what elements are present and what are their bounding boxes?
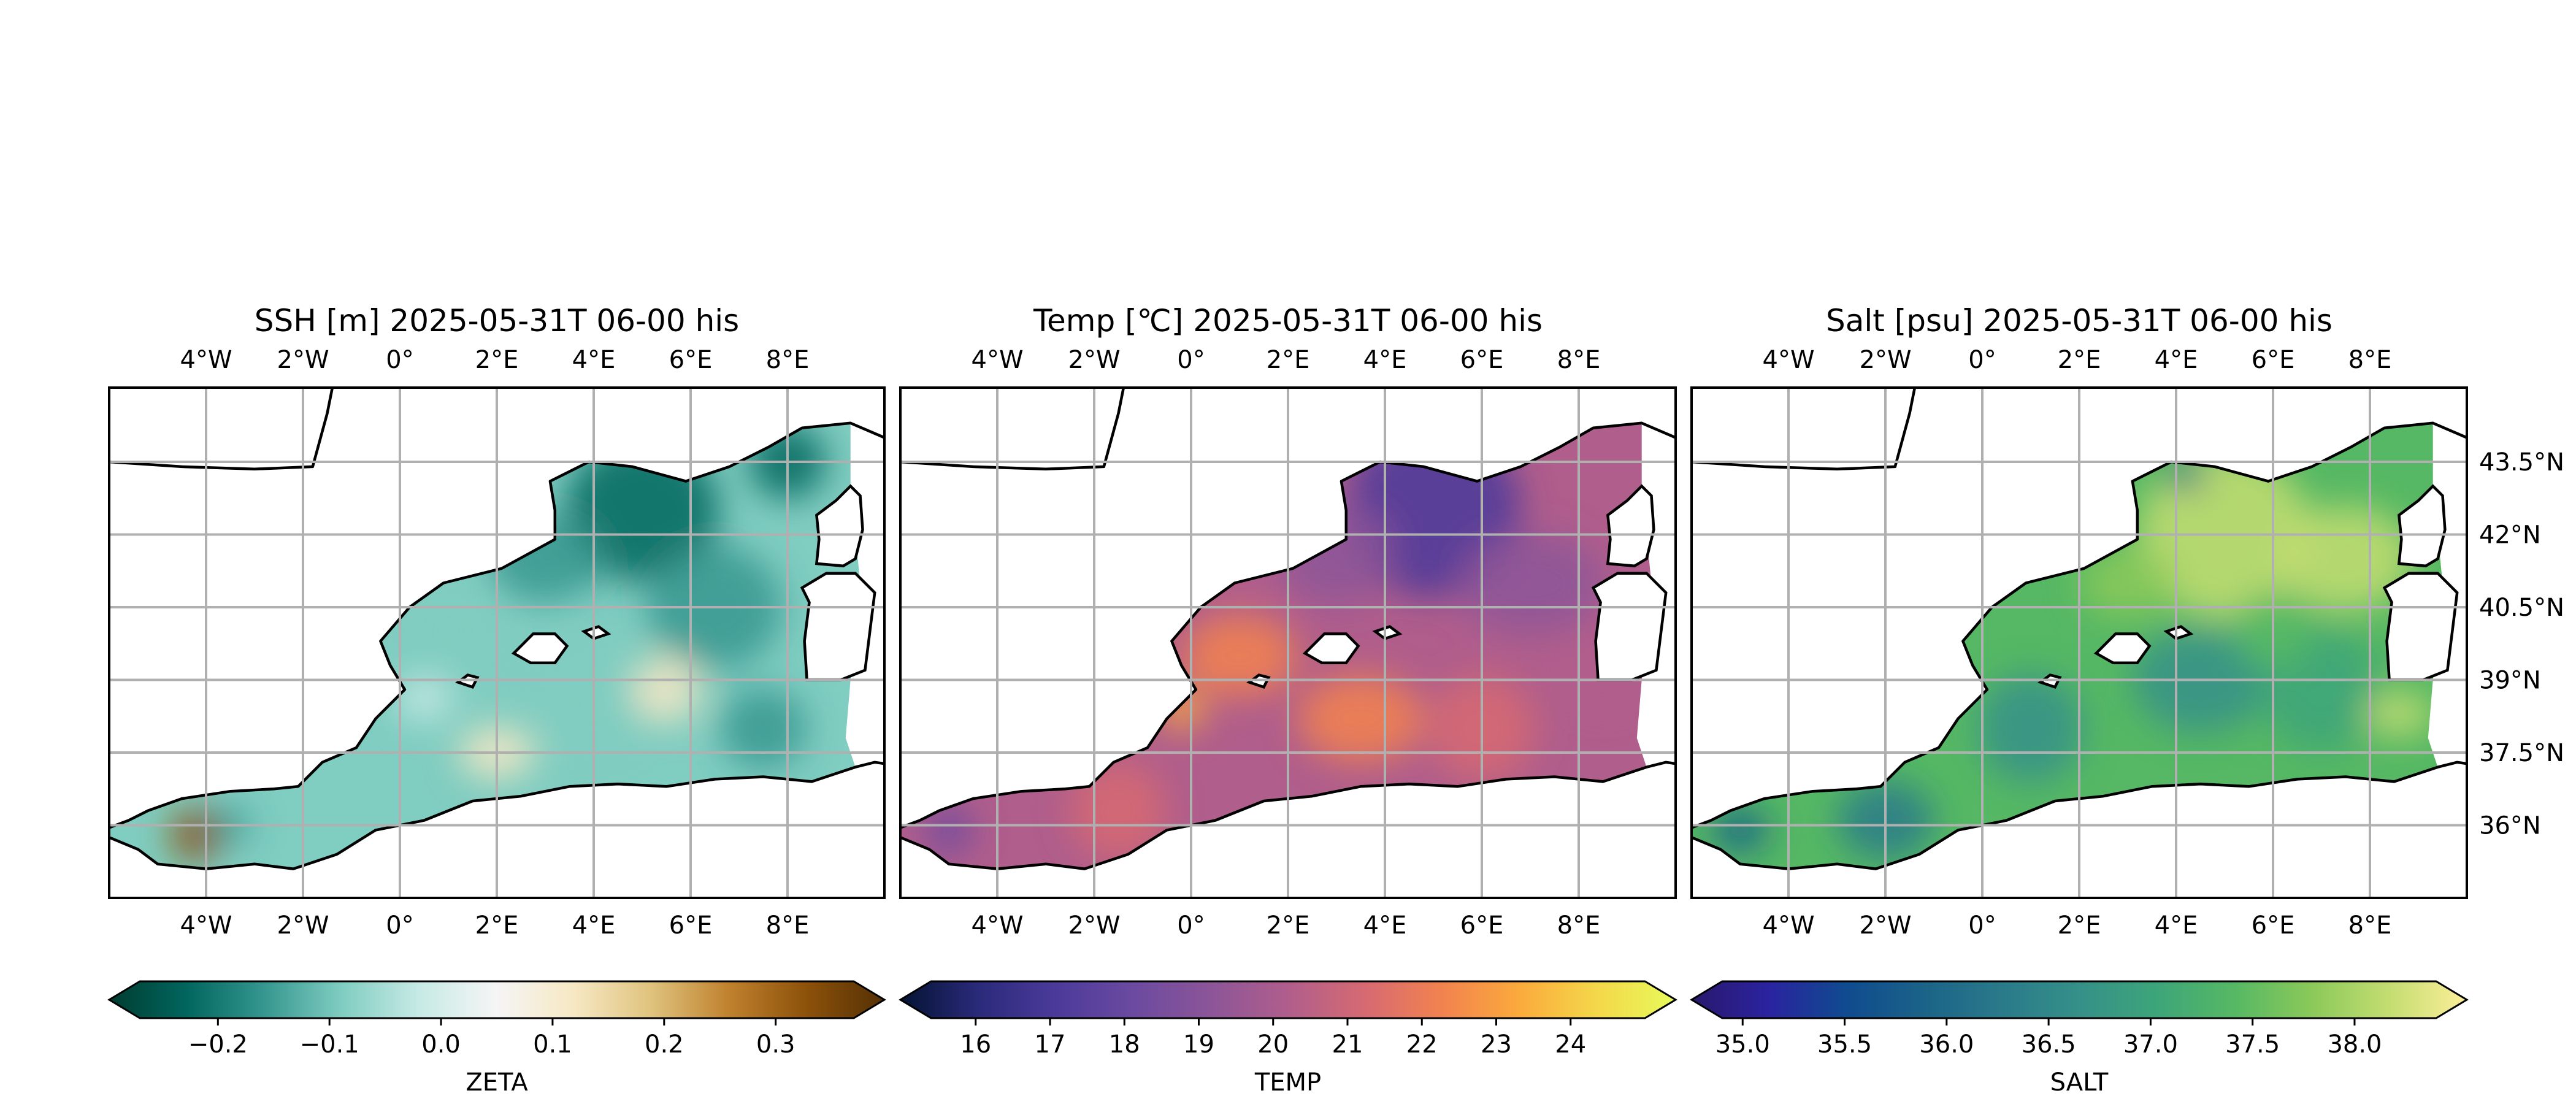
panel-title: SSH [m] 2025-05-31T 06-00 his [255,303,739,339]
colorbar-tick-label: 19 [1183,1030,1214,1059]
lon-tick-label-bottom: 6°E [669,911,713,940]
gridlines [900,388,1676,898]
lon-tick-label-top: 0° [386,346,413,374]
map-frame [899,386,1677,899]
lon-tick-label-bottom: 4°W [972,911,1024,940]
colorbar-tick-label: 0.1 [533,1030,572,1059]
lon-tick-label-top: 4°W [972,346,1024,374]
lon-tick-label-bottom: 2°E [475,911,519,940]
map-panel-salt: Salt [psu] 2025-05-31T 06-00 his 4°W 4°W 2°… [1690,303,2564,1097]
lat-tick-label: 40.5°N [2479,594,2564,622]
lon-tick-label-bottom: 0° [386,911,413,940]
colorbar-tick-label: 17 [1035,1030,1066,1059]
colorbar-tick-label: 20 [1257,1030,1289,1059]
colorbar-tick-label: 36.5 [2022,1030,2076,1059]
lat-tick-label: 39°N [2479,667,2541,695]
lat-tick-label: 37.5°N [2479,739,2564,767]
lon-tick-label-bottom: 2°W [1068,911,1121,940]
lon-tick-label-bottom: 0° [1177,911,1205,940]
lon-tick-label-top: 4°W [180,346,232,374]
colorbar-tick-label: 22 [1406,1030,1438,1059]
colorbar-tick-label: 24 [1555,1030,1586,1059]
map-frame [1690,386,2468,899]
colorbar: 35.0 35.5 36.0 36.5 37.0 37.5 38.0 SALT [1690,980,2469,1097]
panel-title: Temp [℃] 2025-05-31T 06-00 his [1033,303,1543,339]
lon-tick-label-top: 6°E [669,346,713,374]
colorbar: 16 17 18 19 20 21 22 23 24 TEMP [899,980,1677,1097]
lon-tick-label-bottom: 4°E [572,911,616,940]
lon-tick-label-top: 2°E [475,346,519,374]
lon-tick-label-top: 0° [1968,346,1996,374]
lon-tick-label-bottom: 2°E [1267,911,1310,940]
colorbar-tick-label: 0.3 [756,1030,795,1059]
lon-tick-label-bottom: 6°E [2252,911,2295,940]
gridlines [1692,388,2467,898]
colorbar-label: ZETA [466,1068,528,1097]
colorbar-tick-label: 37.0 [2123,1030,2178,1059]
lon-tick-label-top: 2°E [1267,346,1310,374]
lon-tick-label-top: 8°E [2348,346,2392,374]
colorbar: −0.2 −0.1 0.0 0.1 0.2 0.3 ZETA [107,980,886,1097]
lon-tick-label-top: 2°W [277,346,329,374]
lon-tick-label-top: 4°E [1363,346,1407,374]
colorbar-tick-label: 23 [1481,1030,1512,1059]
lon-tick-label-top: 4°E [2155,346,2198,374]
lon-tick-label-top: 2°W [1068,346,1121,374]
colorbar-label: SALT [2050,1068,2109,1097]
colorbar-tick-label: 16 [960,1030,991,1059]
colorbar-tick-label: 0.2 [645,1030,684,1059]
colorbar-label: TEMP [1254,1068,1321,1097]
lon-tick-label-bottom: 8°E [766,911,810,940]
map-panel-zeta: SSH [m] 2025-05-31T 06-00 his 4°W 4°W 2°W 2°… [107,303,886,1097]
lat-tick-label: 36°N [2479,812,2541,840]
colorbar-tick-label: 36.0 [1919,1030,1974,1059]
lon-tick-label-bottom: 8°E [1557,911,1601,940]
lon-tick-label-top: 2°E [2058,346,2101,374]
colorbar-tick-label: 35.5 [1817,1030,1872,1059]
lon-tick-label-bottom: 4°E [2155,911,2198,940]
colorbar-tick-label: 37.5 [2225,1030,2280,1059]
colorbar-tick-label: −0.1 [300,1030,359,1059]
colorbar-tick-label: 21 [1332,1030,1363,1059]
lon-tick-label-top: 8°E [1557,346,1601,374]
lon-tick-label-bottom: 4°W [180,911,232,940]
lon-tick-label-top: 8°E [766,346,810,374]
lon-tick-label-top: 0° [1177,346,1205,374]
lon-tick-label-bottom: 8°E [2348,911,2392,940]
lon-tick-label-bottom: 2°W [1860,911,1912,940]
lat-tick-label: 43.5°N [2479,448,2564,477]
colorbar-tick-label: 35.0 [1715,1030,1770,1059]
colorbar-tick-label: 38.0 [2327,1030,2382,1059]
lon-tick-label-top: 6°E [2252,346,2295,374]
coastline [109,388,884,870]
lon-tick-label-bottom: 2°E [2058,911,2101,940]
lon-tick-label-top: 2°W [1860,346,1912,374]
lon-tick-label-bottom: 2°W [277,911,329,940]
lon-tick-label-top: 4°W [1763,346,1815,374]
lon-tick-label-bottom: 6°E [1460,911,1504,940]
lon-tick-label-top: 6°E [1460,346,1504,374]
lon-tick-label-top: 4°E [572,346,616,374]
lat-tick-label: 42°N [2479,521,2541,550]
colorbar-tick-label: −0.2 [188,1030,248,1059]
colorbar-tick-label: 0.0 [421,1030,461,1059]
lon-tick-label-bottom: 4°W [1763,911,1815,940]
colorbar-tick-label: 18 [1109,1030,1140,1059]
map-frame [108,386,886,899]
lon-tick-label-bottom: 4°E [1363,911,1407,940]
panel-title: Salt [psu] 2025-05-31T 06-00 his [1826,303,2333,339]
gridlines [109,388,884,898]
lon-tick-label-bottom: 0° [1968,911,1996,940]
map-panel-temp: Temp [℃] 2025-05-31T 06-00 his 4°W 4°W 2°W 2… [899,303,1677,1097]
